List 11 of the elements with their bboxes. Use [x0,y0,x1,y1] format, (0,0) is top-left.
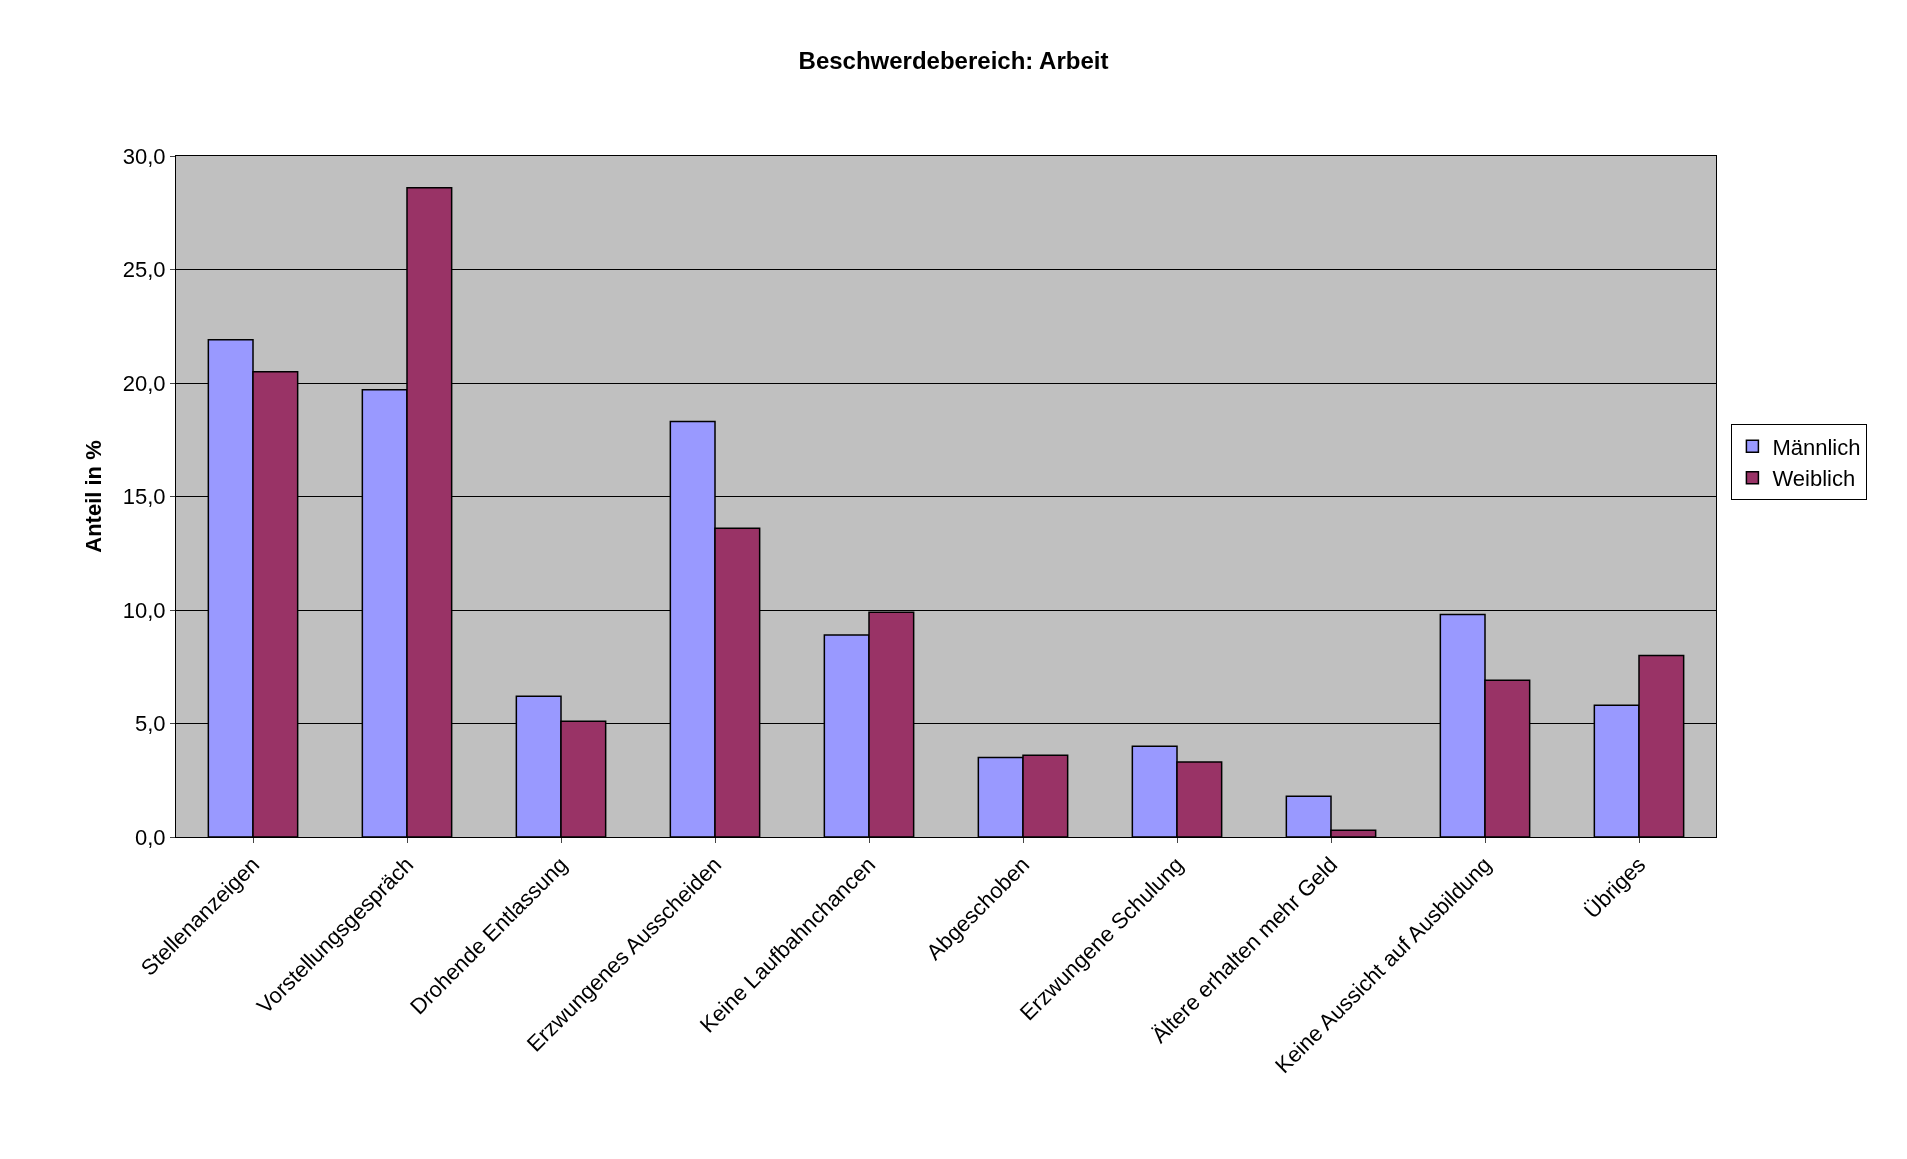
legend-label: Weiblich [1772,466,1856,492]
y-tick-label: 20,0 [122,370,166,396]
y-tick-label: 25,0 [122,257,166,283]
y-axis-title: Anteil in % [80,440,106,553]
y-tick-label: 5,0 [135,711,166,737]
legend-label: Männlich [1772,434,1861,460]
y-tick-label: 10,0 [122,597,166,623]
y-tick-label: 15,0 [122,484,166,510]
y-tick-label: 0,0 [135,824,166,850]
chart-title: Beschwerdebereich: Arbeit [798,46,1109,74]
y-tick-label: 30,0 [122,143,166,169]
